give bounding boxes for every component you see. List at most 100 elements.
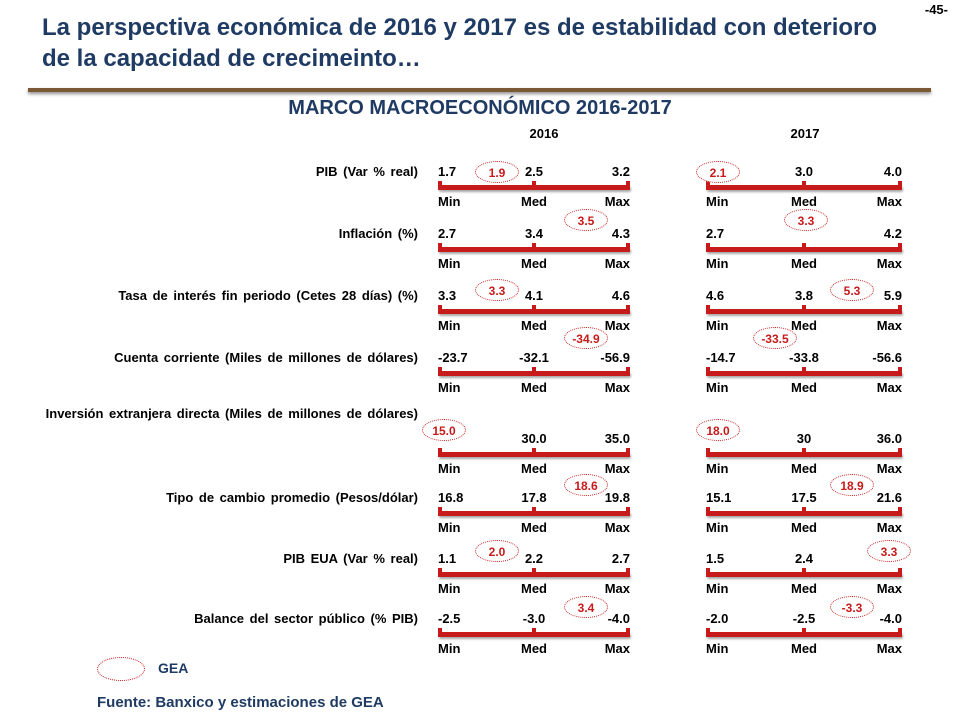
table-title: MARCO MACROECONÓMICO 2016-2017 (288, 97, 672, 119)
row-label: PIB EUA (Var % real) (283, 551, 418, 566)
range-label-med: Med (791, 194, 817, 209)
source-note: Fuente: Banxico y estimaciones de GEA (97, 694, 384, 711)
range-label-max: Max (876, 318, 902, 333)
range-label-max: Max (876, 641, 902, 656)
range-tick-max (898, 507, 902, 516)
range-label-max: Max (876, 194, 902, 209)
gea-estimate-2016: 18.6 (564, 474, 608, 496)
range-label-min: Min (438, 520, 461, 535)
range-label-min: Min (706, 461, 729, 476)
range-tick-med (532, 448, 536, 457)
value-max-2017: -56.6 (872, 350, 902, 365)
year-header-2017: 2017 (790, 126, 820, 141)
range-label-max: Max (876, 461, 902, 476)
range-label-min: Min (706, 318, 729, 333)
range-tick-med (802, 628, 806, 637)
gea-estimate-2016: 2.0 (475, 540, 519, 562)
range-tick-min (706, 181, 710, 190)
value-min-2017: 2.7 (706, 226, 725, 241)
value-min-2016: 3.3 (438, 288, 457, 303)
value-min-2017: -2.0 (706, 611, 729, 626)
range-tick-max (898, 243, 902, 252)
gea-estimate-2016: 15.0 (422, 419, 466, 441)
value-med-2017: 3.0 (794, 164, 814, 179)
value-med-2016: 2.2 (524, 551, 544, 566)
range-tick-min (438, 628, 442, 637)
value-med-2016: 2.5 (524, 164, 544, 179)
range-tick-med (532, 367, 536, 376)
value-med-2016: 17.8 (521, 490, 547, 505)
value-max-2016: 19.8 (604, 490, 630, 505)
row-label: Tasa de interés fin periodo (Cetes 28 dí… (118, 288, 418, 303)
row-label: Cuenta corriente (Miles de millones de d… (114, 350, 418, 365)
gea-estimate-2017: -3.3 (830, 596, 874, 618)
range-label-med: Med (521, 581, 547, 596)
range-label-max: Max (604, 256, 630, 271)
range-tick-max (898, 181, 902, 190)
value-med-2017: -2.5 (792, 611, 816, 626)
value-max-2016: 35.0 (604, 431, 630, 446)
range-tick-med (532, 243, 536, 252)
value-max-2016: 2.7 (611, 551, 630, 566)
value-max-2016: -56.9 (600, 350, 630, 365)
value-med-2016: 4.1 (524, 288, 544, 303)
range-tick-med (802, 305, 806, 314)
range-tick-min (438, 448, 442, 457)
range-tick-med (802, 367, 806, 376)
range-label-min: Min (706, 581, 729, 596)
row-label: PIB (Var % real) (315, 164, 418, 179)
value-min-2016: -23.7 (438, 350, 468, 365)
gea-legend-marker (97, 657, 145, 681)
range-tick-med (802, 181, 806, 190)
value-min-2016: -2.5 (438, 611, 461, 626)
range-label-min: Min (438, 256, 461, 271)
range-label-min: Min (706, 520, 729, 535)
range-label-med: Med (791, 520, 817, 535)
range-label-min: Min (438, 641, 461, 656)
range-tick-min (706, 243, 710, 252)
range-label-med: Med (521, 520, 547, 535)
title-divider (28, 88, 931, 92)
range-tick-max (626, 448, 630, 457)
range-tick-max (626, 305, 630, 314)
gea-estimate-2017: -33.5 (753, 327, 797, 349)
range-tick-med (532, 568, 536, 577)
range-tick-med (532, 181, 536, 190)
range-label-max: Max (876, 581, 902, 596)
range-label-max: Max (876, 520, 902, 535)
range-label-med: Med (791, 641, 817, 656)
range-label-max: Max (876, 380, 902, 395)
range-label-max: Max (604, 641, 630, 656)
range-tick-min (706, 448, 710, 457)
range-label-med: Med (521, 256, 547, 271)
range-tick-med (802, 243, 806, 252)
value-min-2016: 1.1 (438, 551, 457, 566)
range-tick-max (898, 367, 902, 376)
range-label-min: Min (706, 380, 729, 395)
value-med-2017: 3.8 (794, 288, 814, 303)
range-label-med: Med (791, 380, 817, 395)
range-tick-min (438, 243, 442, 252)
range-tick-med (532, 507, 536, 516)
range-tick-min (706, 628, 710, 637)
value-max-2016: 3.2 (611, 164, 630, 179)
row-label: Inflación (%) (338, 226, 418, 241)
value-max-2017: 5.9 (883, 288, 902, 303)
range-tick-min (438, 507, 442, 516)
range-label-med: Med (521, 194, 547, 209)
value-med-2016: -3.0 (522, 611, 546, 626)
gea-estimate-2017: 18.0 (696, 419, 740, 441)
value-min-2017: 1.5 (706, 551, 725, 566)
range-label-med: Med (521, 380, 547, 395)
range-tick-med (532, 305, 536, 314)
gea-estimate-2017: 18.9 (830, 474, 874, 496)
value-max-2017: 4.2 (883, 226, 902, 241)
row-label: Tipo de cambio promedio (Pesos/dólar) (166, 490, 418, 505)
range-label-max: Max (604, 581, 630, 596)
range-tick-max (898, 305, 902, 314)
range-tick-max (898, 628, 902, 637)
range-label-min: Min (438, 194, 461, 209)
value-max-2016: 4.3 (611, 226, 630, 241)
range-tick-med (532, 628, 536, 637)
range-tick-max (626, 568, 630, 577)
